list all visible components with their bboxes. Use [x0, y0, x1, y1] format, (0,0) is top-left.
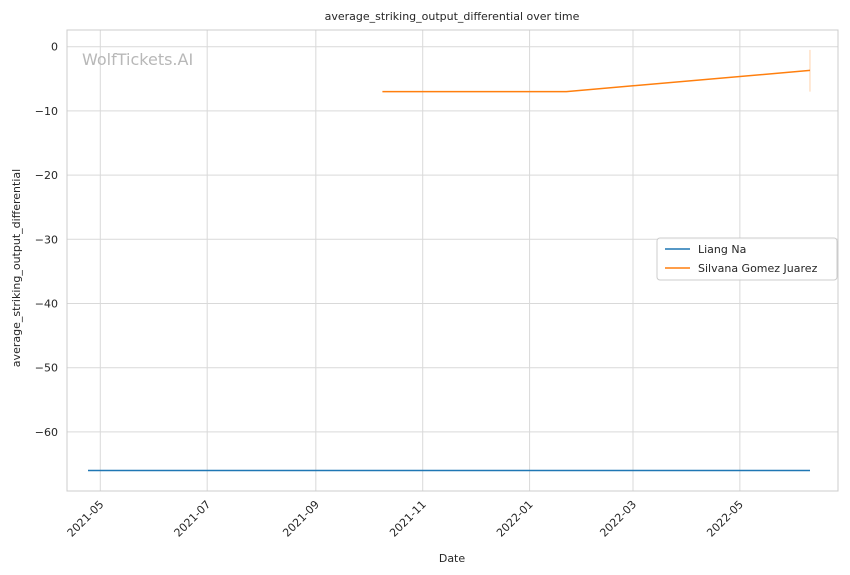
y-tick-label: −60 [35, 426, 58, 439]
x-tick-label: 2021-05 [65, 498, 107, 540]
series-layer [88, 49, 811, 472]
x-tick-label: 2021-07 [172, 498, 214, 540]
y-tick-label: −30 [35, 233, 58, 246]
x-axis-title: Date [439, 552, 466, 565]
plot-area [66, 29, 839, 492]
y-tick-label: −50 [35, 362, 58, 375]
y-tick-label: −20 [35, 169, 58, 182]
y-tick-label: −40 [35, 298, 58, 311]
x-tick-label: 2022-03 [597, 498, 639, 540]
x-tick-label: 2021-11 [387, 498, 429, 540]
y-tick-label: 0 [51, 41, 58, 54]
grid [67, 30, 838, 491]
x-tick-label: 2021-09 [280, 498, 322, 540]
legend-label-liang-na: Liang Na [698, 243, 746, 256]
x-tick-label: 2022-01 [494, 498, 536, 540]
y-axis-ticks: 0 −10 −20 −30 −40 −50 −60 [35, 41, 58, 439]
x-tick-label: 2022-05 [704, 498, 746, 540]
x-axis-ticks: 2021-05 2021-07 2021-09 2021-11 2022-01 2022-… [65, 498, 746, 540]
watermark: WolfTickets.AI [82, 50, 193, 69]
chart-title: average_striking_output_differential ove… [325, 10, 580, 23]
legend: Liang Na Silvana Gomez Juarez [656, 237, 838, 281]
legend-box [656, 237, 838, 281]
y-axis-title: average_striking_output_differential [10, 169, 23, 367]
y-tick-label: −10 [35, 105, 58, 118]
series-line-silvana-gomez-juarez [382, 69, 811, 93]
legend-label-silvana-gomez-juarez: Silvana Gomez Juarez [698, 262, 818, 275]
